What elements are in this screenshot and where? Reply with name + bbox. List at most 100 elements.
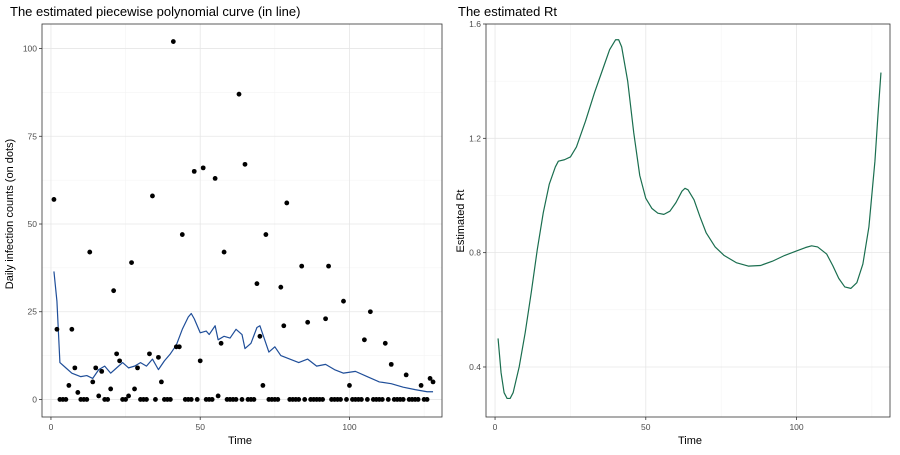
data-point (75, 390, 81, 395)
right-chart-title: The estimated Rt (458, 4, 557, 19)
data-point (66, 383, 72, 388)
data-point (197, 358, 203, 364)
panel-estimated-rt: The estimated Rt Time Estimated Rt 0 50 10… (455, 4, 891, 447)
fitted-curve-line (53, 271, 434, 393)
data-point (305, 319, 311, 325)
data-point (215, 393, 221, 399)
data-point (167, 397, 173, 402)
data-point (361, 337, 367, 343)
data-point (179, 232, 185, 237)
y-tick-label: 50 (28, 219, 38, 229)
y-tick-label: 0 (32, 394, 37, 404)
left-x-axis-title: Time (228, 435, 252, 447)
data-point (382, 340, 388, 346)
data-point (90, 379, 96, 385)
right-axes: 0 50 100 0.4 0.8 1.2 1.6 (469, 19, 804, 432)
data-point (367, 309, 373, 315)
data-point (415, 397, 421, 402)
rt-curve-line (497, 39, 882, 400)
left-chart-title: The estimated piecewise polynomial curve… (10, 4, 300, 19)
data-point (51, 197, 57, 202)
data-point (194, 397, 200, 402)
data-point (54, 326, 60, 332)
data-point (111, 288, 117, 294)
data-point (99, 368, 105, 374)
data-point (159, 379, 164, 385)
right-rt-curve (497, 39, 882, 400)
data-point (209, 397, 215, 402)
left-data-points (51, 39, 436, 402)
data-point (156, 354, 161, 360)
data-point (63, 397, 69, 402)
data-point (170, 39, 176, 44)
x-tick-label: 50 (195, 422, 205, 432)
data-point (299, 263, 305, 269)
data-point (129, 260, 134, 266)
left-gridlines (42, 24, 442, 417)
data-point (69, 326, 75, 332)
panel-infection-counts: The estimated piecewise polynomial curve… (4, 4, 443, 447)
data-point (278, 284, 284, 290)
data-point (200, 165, 206, 171)
left-fitted-curve (53, 271, 434, 393)
x-tick-label: 50 (641, 422, 651, 432)
data-point (359, 397, 364, 402)
data-point (323, 316, 328, 322)
data-point (424, 397, 430, 402)
x-tick-label: 100 (789, 422, 803, 432)
data-point (320, 397, 325, 402)
data-point (418, 383, 424, 388)
data-point (239, 397, 245, 402)
data-point (284, 200, 290, 206)
data-point (123, 397, 128, 402)
data-point (87, 249, 93, 255)
data-point (126, 393, 131, 399)
left-panel-border (41, 23, 443, 418)
data-point (117, 358, 123, 364)
data-point (341, 298, 346, 304)
y-tick-label: 75 (28, 131, 38, 141)
data-point (132, 386, 137, 392)
right-gridlines (486, 23, 890, 417)
data-point (260, 383, 266, 388)
data-point (388, 361, 394, 367)
data-point (212, 175, 218, 181)
data-point (153, 397, 158, 402)
data-point (379, 397, 385, 402)
y-tick-label: 25 (28, 307, 38, 317)
right-x-axis-title: Time (678, 435, 702, 447)
data-point (338, 397, 343, 402)
right-panel-border (485, 23, 891, 418)
data-point (257, 333, 263, 339)
data-point (251, 397, 257, 402)
data-point (96, 393, 102, 399)
data-point (364, 397, 370, 402)
y-tick-label: 1.2 (469, 133, 481, 143)
data-point (218, 340, 224, 346)
data-point (84, 397, 90, 402)
data-point (188, 397, 194, 402)
data-point (347, 383, 352, 388)
data-point (302, 397, 308, 402)
data-point (221, 249, 227, 255)
data-point (114, 351, 120, 357)
data-point (326, 263, 331, 269)
data-point (147, 351, 152, 357)
data-point (93, 365, 99, 371)
data-point (72, 365, 78, 371)
data-point (430, 379, 436, 385)
data-point (108, 386, 114, 392)
data-point (176, 344, 182, 350)
x-tick-label: 0 (49, 422, 54, 432)
data-point (233, 397, 239, 402)
right-y-axis-title: Estimated Rt (455, 190, 467, 253)
data-point (281, 323, 287, 329)
data-point (135, 365, 140, 371)
x-tick-label: 100 (342, 422, 356, 432)
x-tick-label: 0 (493, 422, 498, 432)
y-tick-label: 0.8 (469, 248, 481, 258)
data-point (400, 397, 406, 402)
data-point (105, 397, 111, 402)
